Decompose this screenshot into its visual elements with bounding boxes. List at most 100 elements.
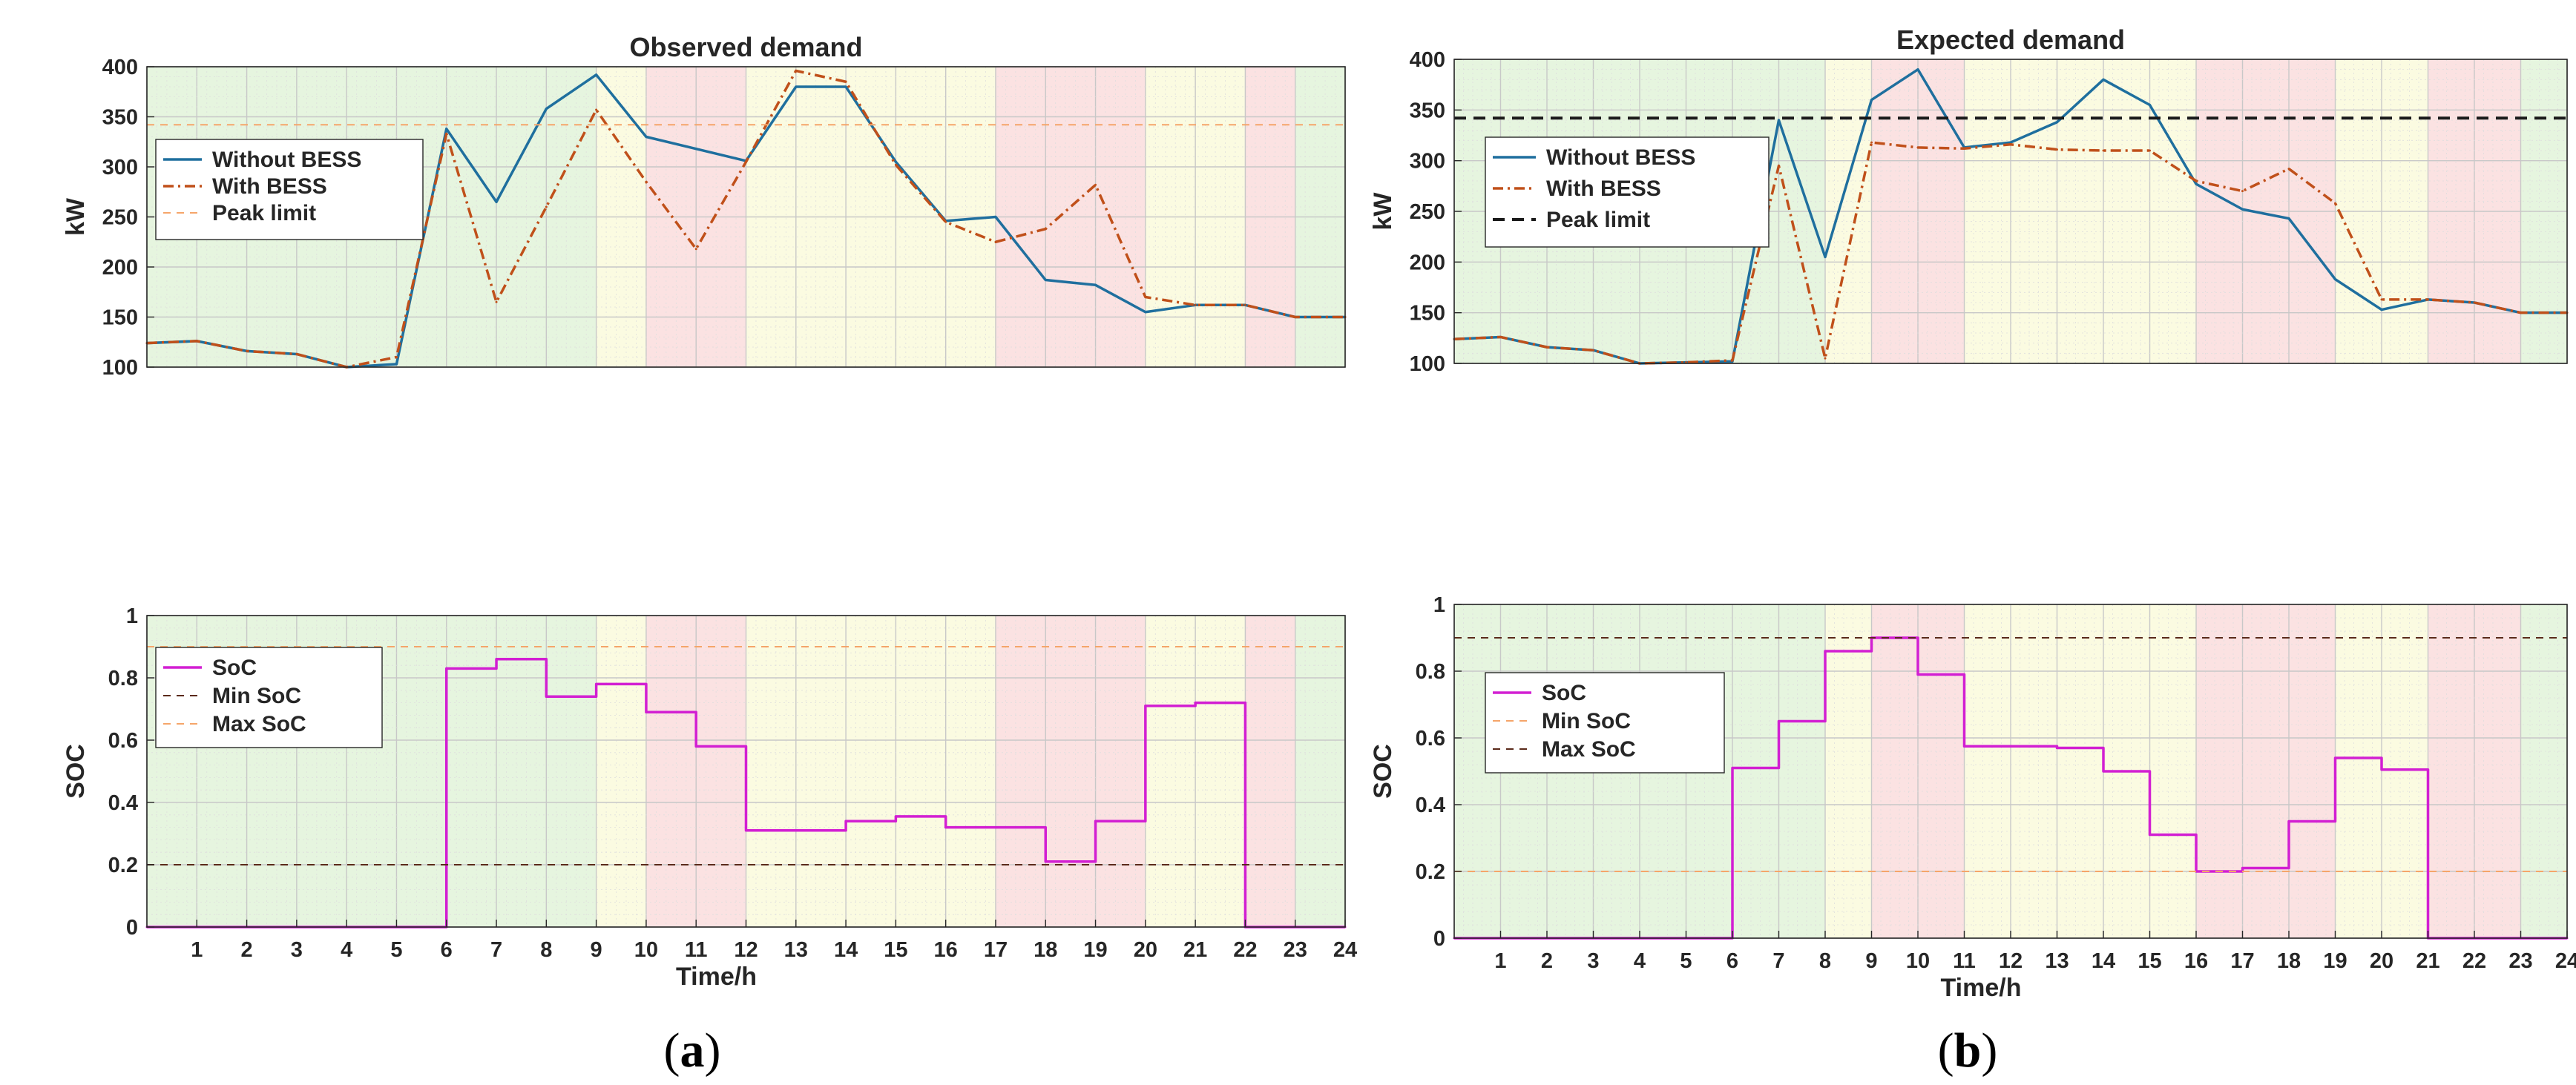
y-tick-label: 400 [1410,48,1445,72]
data-point [2520,311,2522,314]
data-point [595,682,598,685]
legend-entry: SoC [1542,681,1586,705]
data-point [694,248,697,251]
data-point [545,108,548,111]
x-tick-label: 11 [685,938,708,962]
x-tick-label: 4 [1634,949,1646,973]
data-point [246,349,249,352]
x-tick-label: 23 [2508,949,2532,973]
data-point [645,136,648,138]
data-point [2149,834,2151,836]
x-tick-label: 13 [784,938,808,962]
data-point [1963,745,1965,748]
data-point [1294,316,1297,318]
data-point [2102,149,2105,152]
data-point [1545,346,1548,349]
x-tick-label: 12 [734,938,758,962]
x-axis-label: Time/h [676,963,757,991]
data-point [944,826,947,829]
data-point [2009,141,2012,144]
band-yellow [1825,604,1872,938]
band-red [1095,616,1146,927]
band-red [995,616,1046,927]
legend-entry: Without BESS [1546,145,1695,170]
legend-box [1485,136,1770,248]
y-tick-label: 0.4 [1416,794,1445,817]
data-point [844,80,847,83]
data-point [595,73,598,76]
y-tick-label: 150 [102,306,138,330]
y-tick-label: 350 [102,106,138,130]
band-yellow [746,616,796,927]
data-point [994,826,997,829]
band-green [396,616,447,927]
y-tick-label: 350 [1410,99,1445,122]
data-point [745,829,747,832]
x-tick-label: 17 [2230,949,2254,973]
chart-title: Observed demand [629,32,862,62]
x-tick-label: 9 [591,938,602,962]
band-green [446,616,497,927]
data-point [1963,147,1965,150]
data-point [1778,720,1780,722]
band-red [696,616,746,927]
band-red [2474,604,2521,938]
data-point [2195,179,2198,182]
data-point [1824,357,1827,360]
y-tick-label: 150 [1410,302,1445,326]
data-point [1094,183,1097,186]
data-point [2473,301,2476,304]
data-point [894,160,897,163]
y-tick-label: 0.4 [108,791,138,815]
data-point [495,300,498,303]
data-point [2380,298,2383,301]
data-point [2287,217,2290,220]
band-red [1918,604,1965,938]
legend-entry: With BESS [1546,177,1661,201]
x-tick-label: 21 [2416,949,2439,973]
legend-entry: Without BESS [212,148,361,172]
y-tick-label: 1 [126,604,138,628]
y-tick-label: 100 [1410,352,1445,376]
legend-box [1485,672,1725,774]
band-yellow [1195,616,1246,927]
x-tick-label: 24 [2555,949,2576,973]
x-tick-label: 11 [1953,949,1976,973]
y-tick-label: 0.8 [108,667,138,690]
data-point [1870,99,1873,102]
data-point [2195,182,2198,185]
band-yellow [795,616,847,927]
data-point [2009,143,2012,146]
legend-entry: Peak limit [212,201,316,225]
band-red [2196,604,2243,938]
data-point [495,200,498,203]
x-tick-label: 7 [1772,949,1784,973]
x-tick-label: 13 [2045,949,2069,973]
caption-b: (b) [1938,1023,1998,1078]
y-tick-label: 0.8 [1416,660,1445,684]
x-axis-label: Time/h [1941,974,2022,1002]
x-tick-label: 10 [634,938,658,962]
band-green [2520,604,2567,938]
x-tick-label: 8 [1819,949,1831,973]
data-point [2056,148,2058,151]
x-tick-label: 6 [1726,949,1738,973]
data-point [2102,770,2105,773]
data-point [1094,283,1097,286]
legend-box [155,647,383,748]
x-tick-label: 14 [834,938,858,962]
band-yellow [896,616,946,927]
x-tick-label: 19 [1083,938,1107,962]
data-point [2241,190,2244,193]
x-tick-label: 9 [1865,949,1877,973]
legend-entry: Min SoC [1542,709,1631,733]
data-point [1194,303,1197,306]
data-point [694,745,697,748]
data-point [2102,78,2105,81]
x-tick-label: 4 [341,938,352,962]
x-tick-label: 23 [1284,938,1307,962]
data-point [2334,756,2336,759]
x-tick-label: 15 [884,938,907,962]
x-tick-label: 3 [1587,949,1599,973]
